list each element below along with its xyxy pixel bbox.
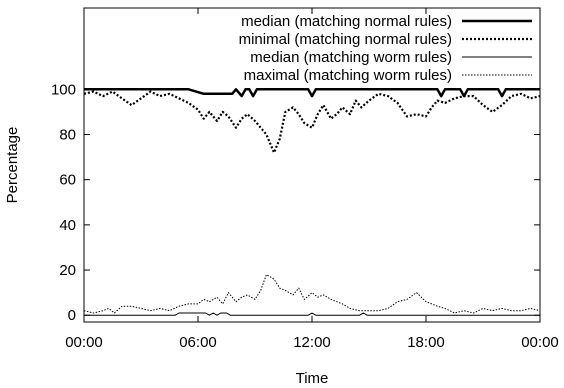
y-axis-title: Percentage bbox=[4, 127, 21, 204]
legend-label-4: maximal (matching worm rules) bbox=[244, 67, 452, 84]
legend-label-3: median (matching worm rules) bbox=[250, 49, 452, 66]
y-tick-label: 20 bbox=[59, 262, 76, 279]
x-tick-label: 00:00 bbox=[65, 334, 103, 351]
series-layer bbox=[83, 88, 541, 316]
x-axis-title: Time bbox=[296, 370, 329, 387]
x-tick-label: 00:00 bbox=[521, 334, 559, 351]
y-tick-label: 0 bbox=[68, 307, 76, 324]
legend-label-1: median (matching normal rules) bbox=[241, 13, 452, 30]
series-line-3 bbox=[84, 312, 540, 316]
y-tick-label: 60 bbox=[59, 172, 76, 189]
x-tick-label: 12:00 bbox=[293, 334, 331, 351]
series-line-2 bbox=[83, 90, 541, 154]
x-tick-label: 18:00 bbox=[407, 334, 445, 351]
y-tick-label: 80 bbox=[59, 127, 76, 144]
legend-label-2: minimal (matching normal rules) bbox=[239, 31, 452, 48]
x-tick-label: 06:00 bbox=[179, 334, 217, 351]
series-line-4 bbox=[83, 274, 541, 314]
legend: median (matching normal rules)minimal (m… bbox=[239, 13, 532, 84]
ticks: 0 20 40 60 80 100 00:00 06:00 12:00 18:00 00:00 bbox=[51, 8, 559, 351]
y-tick-label: 40 bbox=[59, 217, 76, 234]
series-line-1 bbox=[84, 88, 540, 98]
y-tick-label: 100 bbox=[51, 81, 76, 98]
